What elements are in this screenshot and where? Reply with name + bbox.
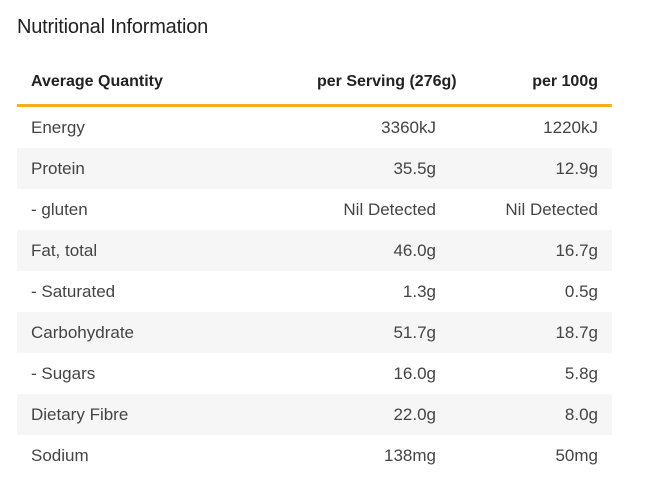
per-serving-value: 51.7g	[393, 322, 436, 342]
per-100g-value: 8.0g	[564, 404, 598, 424]
table-row-sugars: - Sugars 16.0g 5.8g	[17, 353, 612, 394]
per-100g-value: 12.9g	[555, 158, 598, 178]
nutrient-name: - Saturated	[31, 281, 116, 301]
header-average-quantity: Average Quantity	[31, 73, 163, 90]
per-100g-value: 0.5g	[564, 281, 598, 301]
per-100g-value: Nil Detected	[505, 199, 598, 219]
table-row-energy: Energy 3360kJ 1220kJ	[17, 107, 612, 148]
per-serving-value: 22.0g	[393, 404, 436, 424]
table-row-protein: Protein 35.5g 12.9g	[17, 148, 612, 189]
nutrient-name: Energy	[31, 117, 85, 137]
nutrition-table: Average Quantity per Serving (276g) per …	[17, 60, 612, 476]
table-row-fat-total: Fat, total 46.0g 16.7g	[17, 230, 612, 271]
nutrient-name: - gluten	[31, 199, 88, 219]
per-serving-value: 3360kJ	[381, 117, 436, 137]
table-row-dietary-fibre: Dietary Fibre 22.0g 8.0g	[17, 394, 612, 435]
table-row-sodium: Sodium 138mg 50mg	[17, 435, 612, 476]
per-serving-value: 1.3g	[402, 281, 436, 301]
per-serving-value: 16.0g	[393, 363, 436, 383]
nutrient-name: Dietary Fibre	[31, 404, 129, 424]
table-row-carbohydrate: Carbohydrate 51.7g 18.7g	[17, 312, 612, 353]
nutrient-name: Carbohydrate	[31, 322, 135, 342]
table-header-row: Average Quantity per Serving (276g) per …	[17, 60, 612, 107]
per-100g-value: 18.7g	[555, 322, 598, 342]
header-per-100g: per 100g	[532, 73, 598, 90]
nutrient-name: Sodium	[31, 445, 89, 465]
nutrient-name: Fat, total	[31, 240, 98, 260]
per-100g-value: 5.8g	[564, 363, 598, 383]
table-row-saturated: - Saturated 1.3g 0.5g	[17, 271, 612, 312]
per-serving-value: 35.5g	[393, 158, 436, 178]
per-100g-value: 50mg	[555, 445, 598, 465]
table-row-gluten: - gluten Nil Detected Nil Detected	[17, 189, 612, 230]
header-per-serving: per Serving (276g)	[317, 73, 457, 90]
per-100g-value: 16.7g	[555, 240, 598, 260]
per-100g-value: 1220kJ	[543, 117, 598, 137]
nutrient-name: Protein	[31, 158, 85, 178]
page-title: Nutritional Information	[17, 16, 209, 38]
per-serving-value: 46.0g	[393, 240, 436, 260]
nutrient-name: - Sugars	[31, 363, 96, 383]
per-serving-value: Nil Detected	[343, 199, 436, 219]
per-serving-value: 138mg	[384, 445, 436, 465]
